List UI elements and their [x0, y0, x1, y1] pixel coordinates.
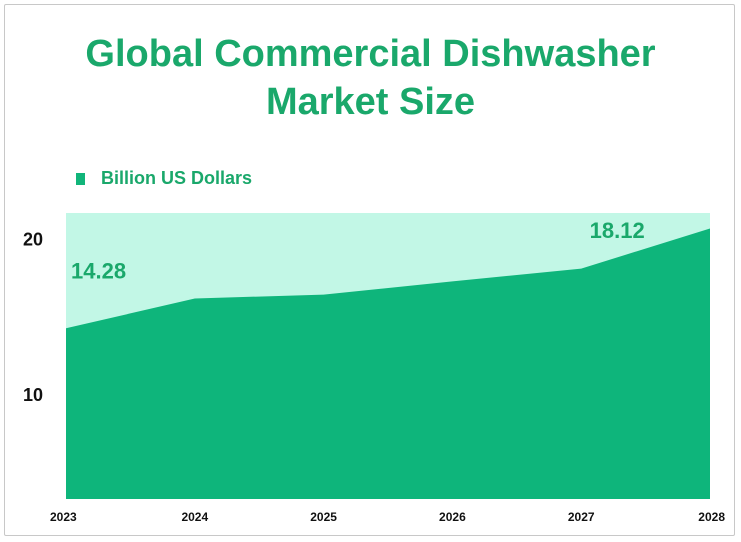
legend-swatch — [76, 172, 85, 185]
x-tick-label: 2024 — [181, 510, 208, 524]
chart-frame — [4, 4, 735, 536]
data-labels: 14.28 18.12 — [71, 218, 645, 283]
data-label: 14.28 — [71, 258, 126, 283]
series-area — [66, 228, 710, 499]
chart-title-line-2: Market Size — [265, 81, 476, 123]
y-axis: 10 20 — [23, 229, 43, 404]
x-tick-label: 2028 — [698, 510, 725, 524]
y-tick-label: 20 — [23, 229, 43, 249]
x-tick-label: 2023 — [50, 510, 77, 524]
chart-legend: Billion US Dollars — [76, 168, 252, 189]
x-tick-label: 2027 — [568, 510, 595, 524]
legend-label: Billion US Dollars — [101, 168, 253, 188]
x-tick-label: 2025 — [310, 510, 337, 524]
y-tick-label: 10 — [23, 385, 43, 405]
chart-title-line-1: Global Commercial Dishwasher — [85, 33, 656, 75]
chart-title: Global Commercial Dishwasher Market Size — [0, 30, 741, 126]
x-tick-label: 2026 — [439, 510, 466, 524]
x-axis: 2023 2024 2025 2026 2027 2028 — [50, 510, 725, 524]
data-label: 18.12 — [590, 218, 645, 243]
